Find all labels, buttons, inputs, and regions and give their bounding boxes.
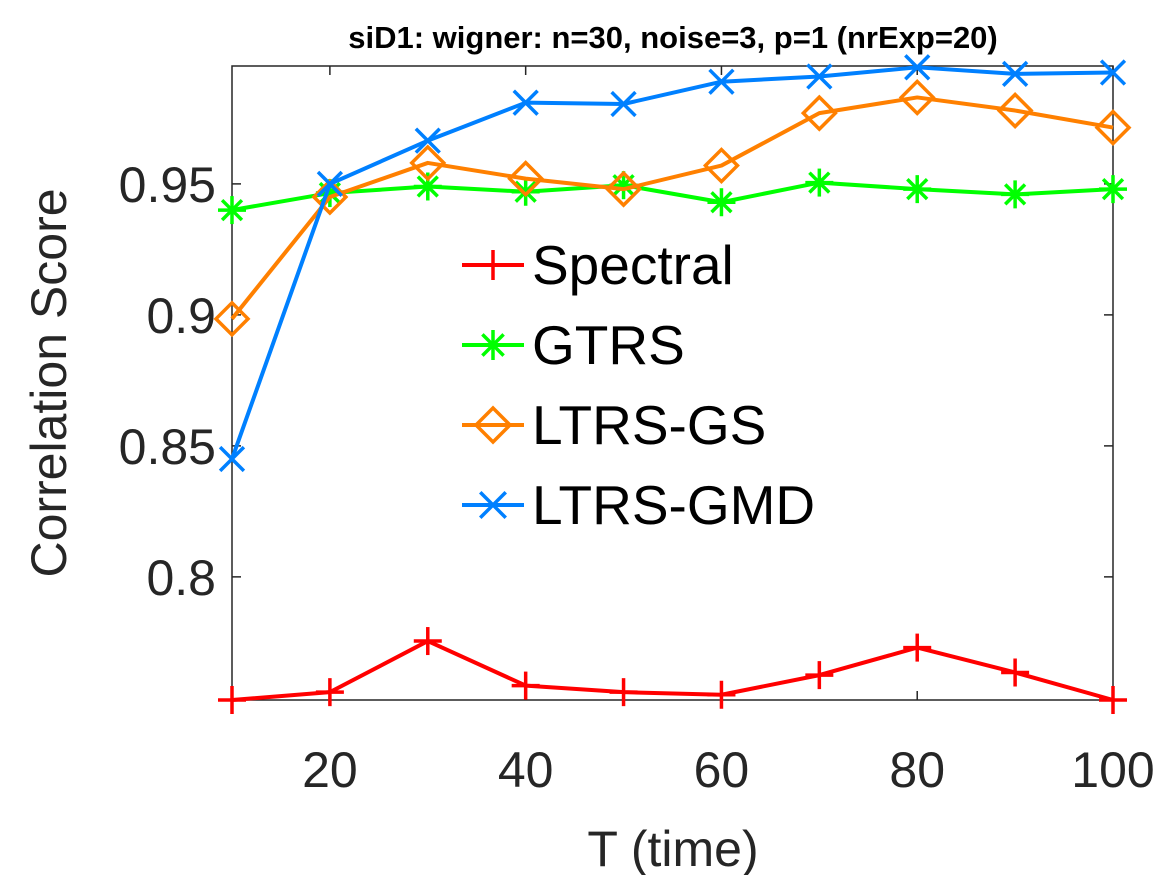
data-point-gtrs: [511, 177, 540, 206]
data-point-ltrs-gmd: [1001, 60, 1029, 87]
legend-marker: [479, 491, 507, 519]
data-point-spectral: [1099, 686, 1127, 714]
data-point-gtrs: [707, 188, 736, 217]
data-point-spectral: [1001, 658, 1030, 687]
data-point-ltrs-gmd: [904, 54, 931, 81]
data-point-spectral: [609, 678, 638, 707]
legend-label: Spectral: [532, 234, 734, 296]
data-point-spectral: [903, 633, 932, 662]
series-group: [213, 54, 1132, 714]
data-point-spectral: [315, 678, 344, 707]
x-axis-ticks: 20 40 60 80 100: [302, 66, 1155, 798]
data-point-ltrs-gs: [409, 144, 447, 182]
data-point-ltrs-gmd: [414, 127, 441, 154]
plot-area: [231, 65, 1114, 701]
data-point-ltrs-gs: [213, 300, 251, 338]
y-tick-label: 0.8: [146, 550, 216, 606]
data-point-ltrs-gmd: [1099, 59, 1127, 86]
legend-marker: [478, 250, 508, 280]
y-tick-label: 0.85: [119, 419, 216, 475]
data-point-gtrs: [413, 172, 442, 201]
x-tick-label: 40: [498, 742, 554, 798]
legend-marker: [473, 405, 513, 445]
legend-label: LTRS-GMD: [532, 474, 815, 536]
y-tick-label: 0.9: [146, 288, 216, 344]
data-point-spectral: [805, 661, 834, 690]
legend-item-ltrs-gmd: LTRS-GMD: [462, 474, 815, 536]
data-point-spectral: [511, 671, 540, 700]
data-point-ltrs-gmd: [806, 63, 833, 90]
legend-label: LTRS-GS: [532, 394, 766, 456]
legend-item-ltrs-gs: LTRS-GS: [462, 394, 766, 456]
data-point-ltrs-gmd: [708, 68, 735, 95]
data-point-gtrs: [1099, 175, 1127, 204]
x-tick-label: 20: [302, 742, 358, 798]
y-tick-label: 0.95: [119, 157, 216, 213]
data-point-ltrs-gs: [702, 147, 740, 185]
data-point-spectral: [707, 680, 736, 709]
series-gtrs: [218, 168, 1127, 225]
x-tick-label: 100: [1071, 742, 1154, 798]
series-spectral: [218, 627, 1127, 714]
y-axis-label: Correlation Score: [21, 188, 77, 577]
series-ltrs-gs: [213, 78, 1132, 338]
y-axis-ticks: 0.8 0.85 0.9 0.95: [119, 157, 1113, 606]
data-point-ltrs-gs: [311, 178, 349, 216]
chart-title: siD1: wigner: n=30, noise=3, p=1 (nrExp=…: [348, 20, 998, 55]
data-point-ltrs-gmd: [316, 170, 344, 198]
data-point-ltrs-gs: [507, 160, 545, 198]
legend-item-gtrs: GTRS: [462, 314, 685, 376]
legend-marker: [478, 330, 508, 360]
data-point-ltrs-gs: [800, 94, 838, 132]
x-tick-label: 80: [889, 742, 945, 798]
data-point-ltrs-gs: [898, 78, 936, 116]
data-point-gtrs: [218, 196, 246, 225]
legend: Spectral GTRS LTRS-GS LTRS-GMD: [462, 234, 815, 536]
legend-label: GTRS: [532, 314, 685, 376]
data-point-spectral: [413, 627, 442, 656]
data-point-gtrs: [805, 168, 834, 197]
data-point-ltrs-gs: [605, 170, 643, 208]
legend-item-spectral: Spectral: [462, 234, 734, 296]
series-line-spectral: [231, 639, 1114, 702]
data-point-spectral: [218, 686, 246, 714]
series-ltrs-gmd: [218, 54, 1127, 473]
series-line-ltrs-gmd: [230, 65, 1114, 460]
data-point-ltrs-gmd: [610, 90, 637, 118]
data-point-ltrs-gmd: [218, 445, 246, 473]
series-line-ltrs-gs: [230, 95, 1114, 321]
x-axis-label: T (time): [587, 821, 758, 875]
data-point-ltrs-gs: [1094, 109, 1132, 147]
x-tick-label: 60: [694, 742, 750, 798]
axes-box: [231, 65, 1114, 701]
data-point-ltrs-gmd: [512, 89, 539, 116]
data-point-gtrs: [903, 175, 932, 204]
data-point-gtrs: [1001, 180, 1030, 209]
data-point-ltrs-gs: [996, 92, 1034, 130]
series-line-gtrs: [231, 180, 1114, 213]
